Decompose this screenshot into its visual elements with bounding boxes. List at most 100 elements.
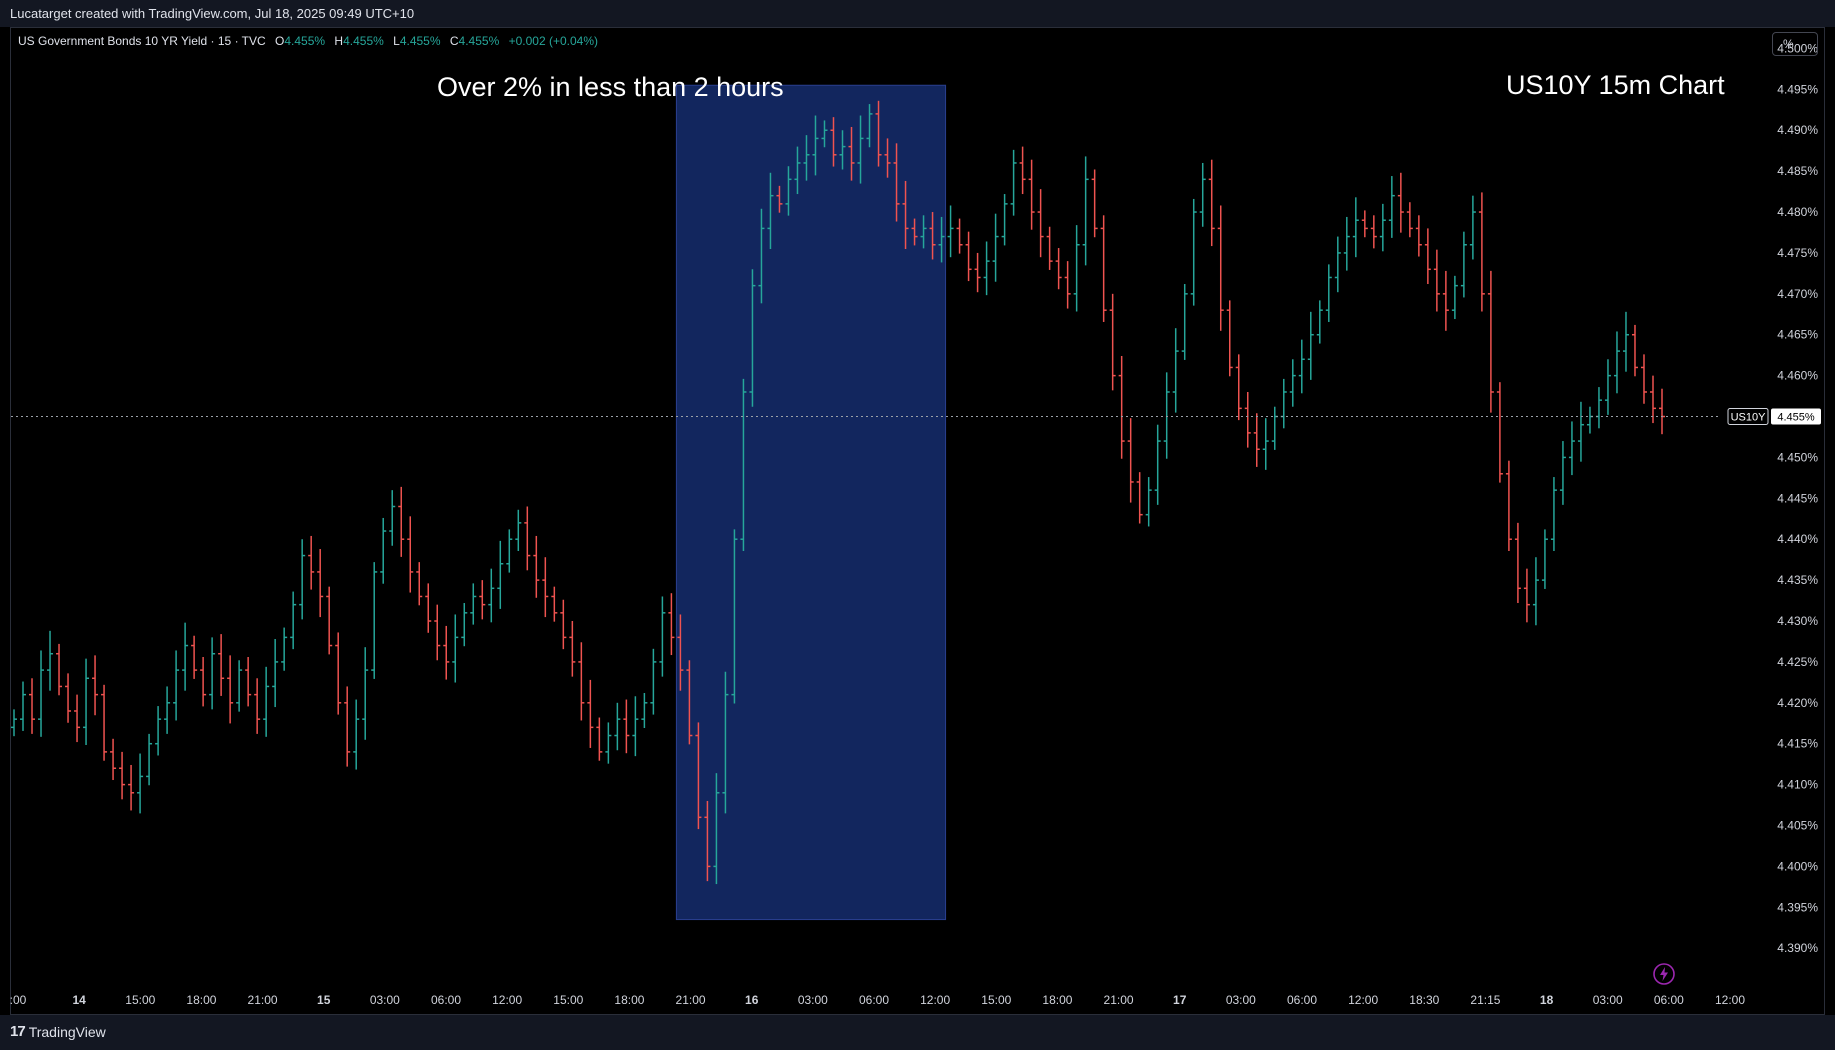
price-tick-label: 4.490% <box>1777 123 1818 137</box>
ohlc-bar <box>929 212 936 260</box>
ohlc-bar <box>1640 354 1647 404</box>
time-tick-label: 15 <box>317 993 331 1007</box>
brand-text: TradingView <box>28 1023 106 1040</box>
ohlc-bar <box>668 593 675 656</box>
ohlc-bar <box>110 738 117 781</box>
ohlc-bar <box>1613 331 1620 394</box>
price-tick-label: 4.465% <box>1777 328 1818 342</box>
ohlc-bar <box>776 185 783 213</box>
ohlc-bar <box>317 549 324 618</box>
ohlc-bar <box>416 562 423 606</box>
ohlc-bar <box>1208 159 1215 247</box>
ohlc-bar <box>1073 225 1080 312</box>
ohlc-bar <box>74 694 81 743</box>
open-value: 4.455% <box>284 34 326 48</box>
ohlc-bar <box>299 539 306 620</box>
time-tick-label: 18:00 <box>1042 993 1072 1007</box>
ohlc-bar <box>1325 264 1332 322</box>
price-tick-label: 4.425% <box>1777 655 1818 669</box>
ohlc-bar <box>1199 162 1206 227</box>
time-tick-label: 03:00 <box>1226 993 1256 1007</box>
last-price-tags: US10Y 4.455% <box>1727 408 1821 426</box>
ohlc-bar <box>1568 421 1575 476</box>
ohlc-bar <box>857 115 864 184</box>
ohlc-bar <box>1478 192 1485 312</box>
price-tag: 4.455% <box>1771 408 1821 425</box>
ohlc-bar <box>632 696 639 757</box>
ohlc-bar <box>290 591 297 650</box>
percent-scale-button[interactable]: % <box>1772 32 1818 56</box>
ohlc-bar <box>650 648 657 715</box>
ohlc-bar <box>146 733 153 786</box>
price-tick-label: 4.430% <box>1777 614 1818 628</box>
ohlc-bar <box>1289 359 1296 407</box>
ohlc-bar <box>47 630 54 691</box>
time-tick-label: 06:00 <box>1654 993 1684 1007</box>
ohlc-bar <box>1370 215 1377 249</box>
ohlc-bar <box>1019 146 1026 195</box>
ohlc-bar <box>947 205 954 258</box>
ohlc-bar <box>1316 300 1323 344</box>
ohlc-bar <box>1145 477 1152 527</box>
ohlc-bar <box>1334 236 1341 293</box>
symbol-tag: US10Y <box>1727 408 1769 426</box>
ohlc-bar <box>569 621 576 677</box>
ohlc-bar <box>1649 375 1656 424</box>
price-axis: 4.500% 4.495% 4.490% 4.485% 4.480% 4.475% 4.47… <box>1777 41 1818 955</box>
ohlc-bar <box>1271 406 1278 450</box>
symbol-title: US Government Bonds 10 YR Yield · 15 · T… <box>18 34 266 48</box>
ohlc-bar <box>983 241 990 296</box>
ohlc-bar <box>1298 339 1305 394</box>
time-tick-label: 14 <box>72 993 86 1007</box>
attribution-text: Lucatarget created with TradingView.com,… <box>10 6 415 21</box>
ohlc-bar <box>1226 300 1233 377</box>
change-value: +0.002 (+0.04%) <box>508 34 598 48</box>
ohlc-bar <box>389 490 396 546</box>
ohlc-bar <box>605 722 612 764</box>
tradingview-logo[interactable]: 17 TradingView <box>10 1023 106 1040</box>
ohlc-bar <box>218 634 225 696</box>
ohlc-bar <box>182 622 189 691</box>
ohlc-bar <box>407 516 414 593</box>
ohlc-bar <box>767 172 774 250</box>
time-tick-label: :00 <box>10 993 27 1007</box>
ohlc-bar <box>560 599 567 650</box>
highlight-annotation[interactable]: Over 2% in less than 2 hours <box>437 72 784 102</box>
ohlc-bar <box>1280 378 1287 429</box>
open-label: O <box>275 34 285 48</box>
ohlc-bar <box>614 702 621 751</box>
footer-bar <box>0 1015 1835 1050</box>
price-tick-label: 4.435% <box>1777 573 1818 587</box>
ohlc-bar <box>1244 391 1251 448</box>
ohlc-bar <box>344 686 351 767</box>
highlight-rectangle[interactable] <box>675 84 947 921</box>
lightning-icon[interactable] <box>1652 962 1676 986</box>
ohlc-bar <box>1496 382 1503 483</box>
price-tick-label: 4.475% <box>1777 246 1818 260</box>
ohlc-bar <box>677 614 684 691</box>
price-tick-label: 4.450% <box>1777 450 1818 464</box>
ohlc-bar <box>1550 477 1557 551</box>
ohlc-bar <box>56 643 63 696</box>
time-tick-label: 18:00 <box>614 993 644 1007</box>
ohlc-bar <box>1532 557 1539 626</box>
ohlc-bar <box>254 678 261 734</box>
price-tick-label: 4.445% <box>1777 491 1818 505</box>
ohlc-bar <box>938 216 945 263</box>
price-tick-label: 4.495% <box>1777 82 1818 96</box>
time-tick-label: 15:00 <box>553 993 583 1007</box>
ohlc-bar <box>398 486 405 557</box>
ohlc-bar <box>524 506 531 571</box>
ohlc-bar <box>1415 215 1422 257</box>
chart-title-annotation[interactable]: US10Y 15m Chart <box>1506 70 1725 100</box>
ohlc-bar <box>371 562 378 679</box>
ohlc-bar <box>1136 472 1143 524</box>
ohlc-bar <box>335 632 342 715</box>
time-tick-label: 06:00 <box>1287 993 1317 1007</box>
time-tick-label: 21:00 <box>248 993 278 1007</box>
ohlc-bar <box>1163 372 1170 459</box>
ohlc-bar <box>362 647 369 740</box>
ohlc-bar <box>227 655 234 724</box>
time-tick-label: 21:15 <box>1470 993 1500 1007</box>
